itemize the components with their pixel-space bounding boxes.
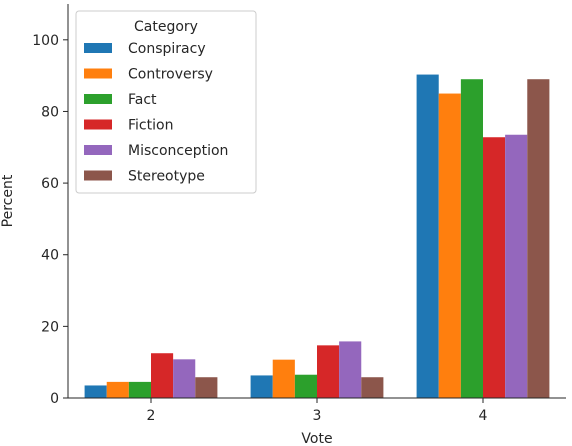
legend-swatch-fact: [84, 94, 112, 104]
x-axis-label: Vote: [301, 431, 332, 446]
bar-fiction-4: [483, 137, 506, 399]
bar-controversy-2: [106, 381, 129, 398]
bar-stereotype-2: [195, 377, 218, 398]
bar-fiction-3: [317, 345, 340, 398]
y-tick-label: 60: [41, 176, 59, 192]
bar-fact-2: [128, 381, 151, 398]
ticks-layer: 0 20 40 60 80 100 2 3 4: [32, 33, 487, 424]
legend-title: Category: [134, 19, 198, 35]
y-tick-label: 20: [41, 319, 59, 335]
y-tick-label: 40: [41, 248, 59, 264]
bar-controversy-4: [438, 93, 461, 399]
bar-conspiracy-2: [84, 385, 107, 398]
legend-label-misconception: Misconception: [128, 143, 228, 159]
x-tick-label: 3: [313, 408, 322, 424]
bar-misconception-3: [339, 341, 362, 398]
legend-swatch-fiction: [84, 119, 112, 130]
legend-swatch-stereotype: [84, 170, 112, 181]
x-tick-label: 4: [479, 408, 488, 424]
bar-misconception-2: [173, 359, 196, 398]
legend-label-fiction: Fiction: [128, 118, 173, 134]
legend-swatch-misconception: [84, 145, 112, 155]
legend: Category Conspiracy Controversy Fact Fictio…: [75, 10, 257, 194]
legend-frame: [75, 10, 257, 194]
bar-conspiracy-3: [250, 375, 273, 398]
bars-layer: [84, 74, 550, 399]
legend-label-conspiracy: Conspiracy: [128, 41, 206, 57]
bar-stereotype-3: [361, 377, 384, 398]
legend-items: Conspiracy Controversy Fact Fiction Misconce…: [84, 41, 228, 185]
legend-label-controversy: Controversy: [128, 67, 213, 83]
x-tick-label: 2: [147, 408, 156, 424]
y-tick-label: 0: [50, 391, 59, 407]
legend-swatch-conspiracy: [84, 43, 112, 53]
y-tick-label: 80: [41, 104, 59, 120]
y-tick-label: 100: [32, 33, 59, 49]
legend-label-stereotype: Stereotype: [128, 169, 205, 185]
bar-conspiracy-4: [416, 74, 439, 398]
bar-controversy-3: [272, 359, 295, 398]
bar-fiction-2: [151, 353, 174, 398]
y-axis-label: Percent: [0, 174, 16, 227]
legend-swatch-controversy: [84, 68, 112, 79]
bar-fact-4: [460, 79, 483, 398]
bar-misconception-4: [505, 134, 528, 399]
bar-stereotype-4: [527, 79, 550, 398]
legend-label-fact: Fact: [128, 92, 157, 108]
bar-fact-3: [294, 374, 317, 398]
